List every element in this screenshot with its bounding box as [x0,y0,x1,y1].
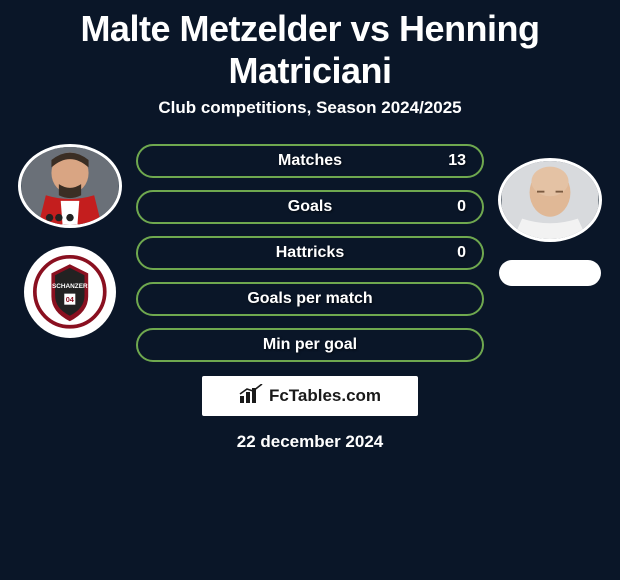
stat-bar-goals-per-match: Goals per match [136,282,484,316]
player-right-club-pill [499,260,601,286]
comparison-row: SCHANZER 04 Matches 13 Goals 0 Hattricks… [8,138,612,362]
stat-label: Hattricks [276,244,344,262]
branding-text: FcTables.com [269,386,381,406]
chart-icon [239,384,263,409]
stat-bar-goals: Goals 0 [136,190,484,224]
stat-label: Goals per match [247,290,372,308]
stat-value: 0 [457,198,466,216]
season-subtitle: Club competitions, Season 2024/2025 [8,98,612,138]
player-right-photo [498,158,602,242]
player-right-column [494,138,606,286]
stat-label: Matches [278,152,342,170]
branding-badge[interactable]: FcTables.com [202,376,418,416]
svg-text:04: 04 [66,295,75,304]
stat-bar-min-per-goal: Min per goal [136,328,484,362]
stat-value: 0 [457,244,466,262]
stat-bar-hattricks: Hattricks 0 [136,236,484,270]
snapshot-date: 22 december 2024 [8,432,612,452]
page-title: Malte Metzelder vs Henning Matriciani [8,0,612,98]
player-left-column: SCHANZER 04 [14,138,126,338]
player-left-club-badge: SCHANZER 04 [24,246,116,338]
stat-bar-matches: Matches 13 [136,144,484,178]
svg-text:SCHANZER: SCHANZER [52,283,88,290]
stat-label: Goals [288,198,332,216]
stat-value: 13 [448,152,466,170]
stat-label: Min per goal [263,336,357,354]
stat-bars: Matches 13 Goals 0 Hattricks 0 Goals per… [126,138,494,362]
player-left-photo [18,144,122,228]
comparison-widget: Malte Metzelder vs Henning Matriciani Cl… [0,0,620,452]
